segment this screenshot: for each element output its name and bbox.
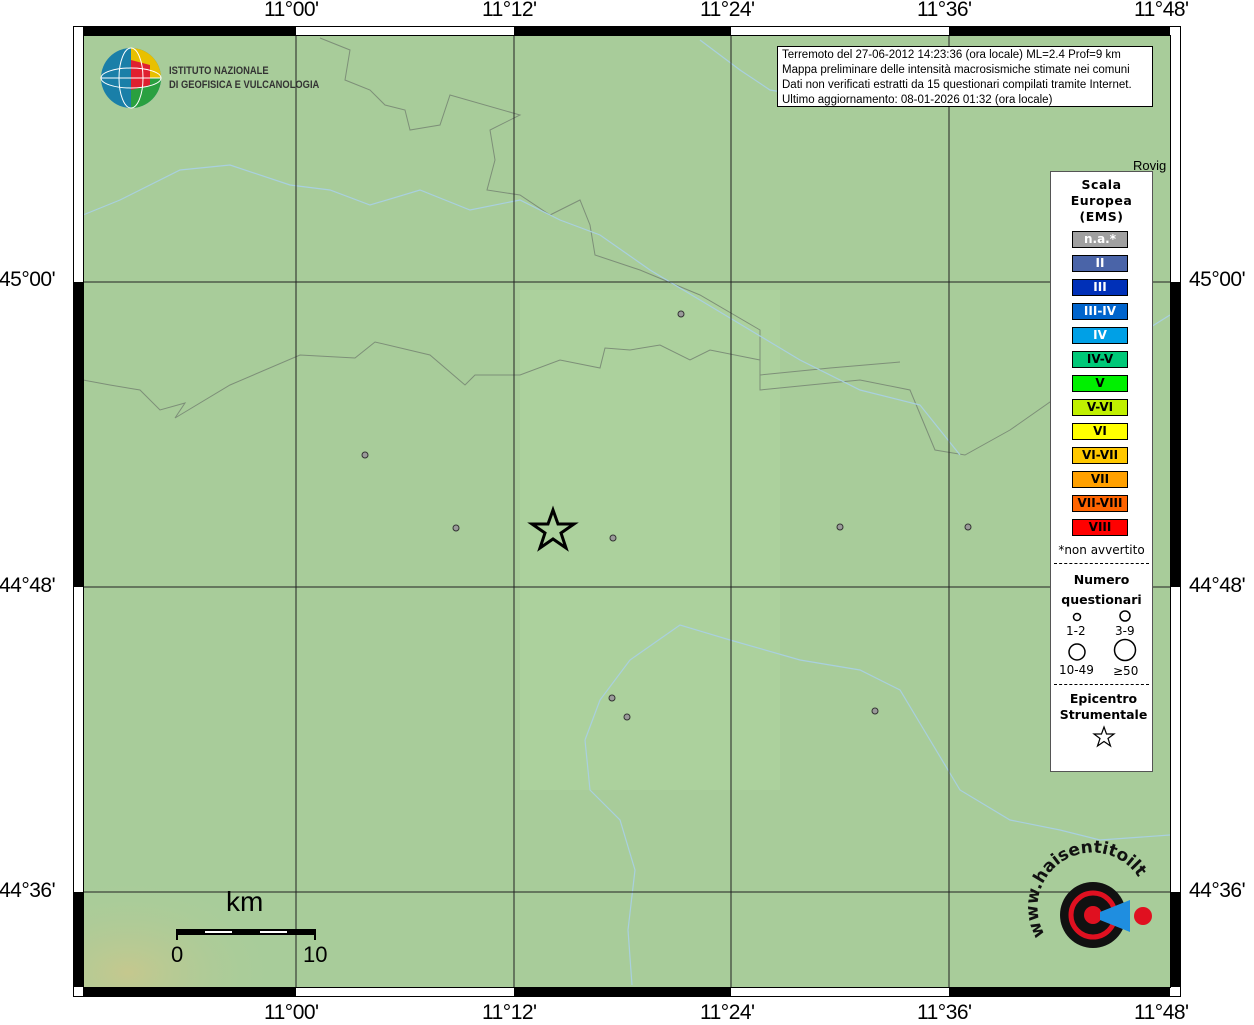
lon-tick-bottom: 11°24' [700, 1001, 755, 1024]
locality-point [361, 451, 369, 459]
scale-max: 10 [303, 942, 328, 967]
map-frame [73, 26, 1181, 997]
count-title: Numero questionari [1051, 570, 1152, 610]
event-info-line: Terremoto del 27-06-2012 14:23:36 (ora l… [782, 49, 1121, 61]
intensity-class-swatch: III-IV [1072, 303, 1128, 320]
lon-tick-top: 11°00' [264, 0, 319, 21]
legend: Scala Europea (EMS) n.a.* II III III-IV IV IV… [1050, 171, 1153, 772]
legend-title-line: (EMS) [1079, 209, 1124, 224]
institute-line: DI GEOFISICA E VULCANOLOGIA [169, 79, 320, 91]
lon-tick-bottom: 11°00' [264, 1001, 319, 1024]
intensity-class-swatch: IV-V [1072, 351, 1128, 368]
legend-title-line: Europea [1070, 193, 1133, 208]
scale-min: 0 [171, 942, 184, 967]
intensity-class-swatch: VI [1072, 423, 1128, 440]
lat-tick-right: 45°00' [1189, 268, 1246, 291]
intensity-class-swatch: III [1072, 279, 1128, 296]
lon-tick-top: 11°12' [482, 0, 537, 21]
locality-point [871, 707, 879, 715]
count-title-line: questionari [1061, 592, 1142, 607]
graticule [83, 35, 1170, 987]
institute-name: ISTITUTO NAZIONALE DI GEOFISICA E VULCAN… [169, 64, 319, 92]
locality-point [623, 713, 631, 721]
lat-tick-right: 44°48' [1189, 574, 1246, 597]
lat-tick-left: 45°00' [0, 268, 56, 291]
intensity-class-swatch: VII [1072, 471, 1128, 488]
ingv-logo-icon [100, 47, 162, 109]
locality-point [677, 310, 685, 318]
epicenter-title: Epicentro Strumentale [1051, 691, 1152, 723]
lon-tick-bottom: 11°48' [1134, 1001, 1189, 1024]
lon-tick-top: 11°36' [917, 0, 972, 21]
legend-note: *non avvertito [1058, 543, 1145, 557]
intensity-class-swatch: V [1072, 375, 1128, 392]
lat-tick-left: 44°36' [0, 879, 56, 902]
count-size-label: 3-9 [1115, 624, 1135, 638]
epicenter-star-icon [527, 505, 579, 552]
lon-tick-top: 11°24' [700, 0, 755, 21]
count-title-line: Numero [1073, 572, 1130, 587]
divider [1054, 684, 1149, 685]
locality-points [361, 310, 972, 721]
count-size-label: 1-2 [1066, 624, 1086, 638]
lat-tick-left: 44°48' [0, 574, 56, 597]
intensity-class-swatch: IV [1072, 327, 1128, 344]
lon-tick-bottom: 11°12' [482, 1001, 537, 1024]
institute-line: ISTITUTO NAZIONALE [169, 65, 269, 77]
locality-point [964, 523, 972, 531]
count-circles-icon [1068, 610, 1137, 662]
intensity-classes: n.a.* II III III-IV IV IV-V V V-VI VI VI-VII VII VI… [1051, 231, 1152, 536]
count-size-label: 10-49 [1059, 663, 1094, 677]
intensity-class-swatch: VII-VIII [1072, 495, 1128, 512]
event-info-box: Terremoto del 27-06-2012 14:23:36 (ora l… [777, 46, 1153, 107]
scale-bar [176, 929, 316, 940]
locality-point [836, 523, 844, 531]
divider [1054, 563, 1149, 564]
locality-point [452, 524, 460, 532]
place-label: Rovig [1133, 158, 1167, 173]
map-description-line: Mappa preliminare delle intensità macros… [782, 64, 1130, 76]
epicenter-title-line: Epicentro [1069, 691, 1138, 706]
legend-title: Scala Europea (EMS) [1051, 177, 1152, 225]
legend-title-line: Scala [1081, 177, 1122, 192]
intensity-class-swatch: n.a.* [1072, 231, 1128, 248]
intensity-class-swatch: II [1072, 255, 1128, 272]
count-size-label: ≥50 [1113, 664, 1139, 678]
last-update-line: Ultimo aggiornamento: 08-01-2026 01:32 (… [782, 94, 1053, 106]
data-source-line: Dati non verificati estratti da 15 quest… [782, 79, 1132, 91]
count-size-key: 1-2 3-9 10-49 ≥50 [1051, 610, 1152, 682]
epicenter-star-icon [1091, 725, 1116, 748]
scale-unit: km [226, 886, 264, 917]
intensity-class-swatch: V-VI [1072, 399, 1128, 416]
locality-point [608, 694, 616, 702]
epicenter-title-line: Strumentale [1059, 707, 1148, 722]
lon-tick-top: 11°48' [1134, 0, 1189, 21]
intensity-class-swatch: VIII [1072, 519, 1128, 536]
intensity-class-swatch: VI-VII [1072, 447, 1128, 464]
lat-tick-right: 44°36' [1189, 879, 1246, 902]
lon-tick-bottom: 11°36' [917, 1001, 972, 1024]
locality-point [609, 534, 617, 542]
